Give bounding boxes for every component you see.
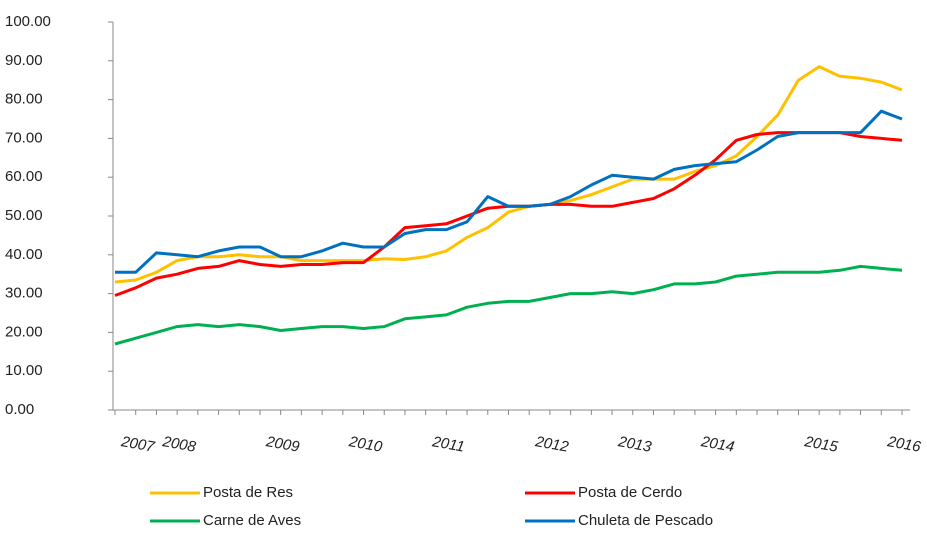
y-tick-label: 20.00	[5, 323, 43, 340]
y-tick-label: 90.00	[5, 52, 43, 69]
legend-label: Posta de Res	[203, 484, 293, 501]
y-tick-label: 70.00	[5, 129, 43, 146]
y-tick-label: 40.00	[5, 246, 43, 263]
legend-label: Carne de Aves	[203, 512, 301, 529]
x-tick-label: 2015	[802, 433, 839, 456]
series-line	[115, 109, 903, 274]
x-tick-label: 2012	[533, 433, 570, 456]
y-tick-label: 10.00	[5, 362, 43, 379]
legend-label: Chuleta de Pescado	[578, 512, 713, 529]
y-tick-label: 60.00	[5, 168, 43, 185]
series-line	[114, 65, 903, 284]
legend-label: Posta de Cerdo	[578, 484, 682, 501]
y-tick-label: 80.00	[5, 91, 43, 108]
x-tick-label: 2009	[264, 433, 301, 456]
y-tick-label: 50.00	[5, 207, 43, 224]
x-tick-label: 2007	[119, 433, 156, 456]
x-tick-label: 2014	[699, 433, 736, 456]
x-tick-label: 2008	[160, 433, 197, 456]
y-tick-label: 0.00	[5, 401, 34, 418]
y-tick-label: 100.00	[5, 13, 51, 30]
x-tick-label: 2016	[885, 433, 922, 456]
y-tick-label: 30.00	[5, 285, 43, 302]
x-tick-label: 2013	[616, 433, 653, 456]
x-tick-label: 2011	[430, 433, 466, 456]
x-tick-label: 2010	[347, 433, 384, 456]
series-line	[114, 264, 903, 346]
